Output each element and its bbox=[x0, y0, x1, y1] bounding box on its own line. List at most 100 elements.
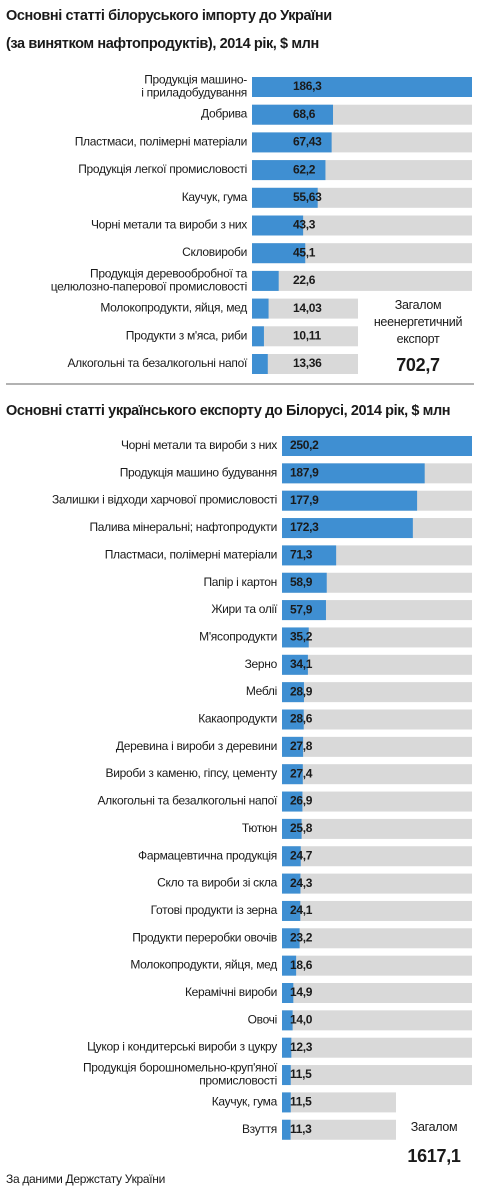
bar-track bbox=[282, 983, 472, 1003]
category-label: Вироби з каменю, гіпсу, цементу bbox=[105, 766, 277, 780]
value-label: 14,9 bbox=[290, 985, 313, 999]
category-label: Молокопродукти, яйця, мед bbox=[100, 301, 247, 315]
value-label: 25,8 bbox=[290, 821, 313, 835]
bar bbox=[252, 187, 318, 208]
bar bbox=[282, 518, 413, 539]
bar bbox=[282, 900, 301, 921]
value-label: 28,6 bbox=[290, 712, 313, 726]
bar bbox=[282, 682, 304, 703]
value-label: 35,2 bbox=[290, 630, 313, 644]
value-label: 34,1 bbox=[290, 657, 313, 671]
category-label: Продукція легкої промисловості bbox=[78, 162, 247, 176]
bar-track bbox=[282, 654, 472, 675]
bar bbox=[252, 326, 264, 347]
bar-track bbox=[282, 709, 472, 730]
value-label: 67,43 bbox=[293, 135, 322, 149]
category-label: Какаопродукти bbox=[198, 712, 277, 726]
bar bbox=[282, 983, 294, 1003]
value-label: 23,2 bbox=[290, 930, 313, 944]
category-label: Залишки і відходи харчової промисловості bbox=[52, 493, 277, 507]
category-label: Папір і картон bbox=[203, 575, 277, 589]
bar bbox=[252, 354, 268, 374]
category-label: М'ясопродукти bbox=[199, 630, 277, 644]
value-label: 27,4 bbox=[290, 766, 313, 780]
value-label: 11,3 bbox=[290, 1122, 312, 1136]
category-label: Зерно bbox=[245, 657, 278, 671]
value-label: 57,9 bbox=[290, 602, 313, 616]
bar-track bbox=[282, 1065, 472, 1086]
category-label: Взуття bbox=[242, 1122, 277, 1136]
bar bbox=[252, 215, 304, 236]
category-label: Продукція борошномельно-круп'яної промисл… bbox=[83, 1061, 278, 1088]
total-value: 1617,1 bbox=[407, 1146, 461, 1166]
total-label: Загалом неенергетичний експорт bbox=[374, 298, 463, 346]
value-label: 13,36 bbox=[293, 356, 322, 370]
source: За даними Держстату України bbox=[6, 1172, 165, 1186]
bar bbox=[282, 736, 304, 757]
bar-track bbox=[282, 818, 472, 839]
bar bbox=[282, 1037, 292, 1058]
bar bbox=[282, 1010, 293, 1031]
value-label: 71,3 bbox=[290, 548, 313, 562]
category-label: Продукція машино-і приладобудування bbox=[141, 73, 247, 100]
value-label: 24,1 bbox=[290, 903, 313, 917]
bar-track bbox=[282, 627, 472, 648]
value-label: 28,9 bbox=[290, 684, 313, 698]
category-label: Палива мінеральні; нафтопродукти bbox=[89, 520, 277, 534]
bar-track bbox=[282, 572, 472, 593]
bar bbox=[282, 873, 301, 894]
value-label: 250,2 bbox=[290, 438, 319, 452]
bar bbox=[282, 846, 301, 867]
bar-track bbox=[282, 1119, 396, 1140]
value-label: 18,6 bbox=[290, 958, 313, 972]
value-label: 68,6 bbox=[293, 107, 316, 121]
bar bbox=[252, 243, 306, 264]
category-label: Овочі bbox=[248, 1013, 277, 1027]
category-label: Каучук, гума bbox=[182, 190, 248, 204]
category-label: Каучук, гума bbox=[212, 1095, 278, 1109]
bar bbox=[252, 298, 269, 319]
bar bbox=[252, 77, 472, 97]
category-label: Чорні метали та вироби з них bbox=[121, 438, 277, 452]
value-label: 187,9 bbox=[290, 466, 319, 480]
bar-track bbox=[252, 298, 358, 319]
bar bbox=[282, 654, 308, 675]
category-label: Деревина і вироби з деревини bbox=[116, 739, 277, 753]
category-label: Фармацевтична продукція bbox=[138, 848, 277, 862]
value-label: 14,0 bbox=[290, 1013, 313, 1027]
bar-track bbox=[282, 1037, 472, 1058]
value-label: 10,11 bbox=[293, 328, 321, 342]
bar bbox=[282, 928, 300, 949]
category-label: Готові продукти із зерна bbox=[151, 903, 278, 917]
bar-track bbox=[252, 326, 358, 347]
total-label: Загалом bbox=[411, 1120, 458, 1134]
value-label: 177,9 bbox=[290, 493, 319, 507]
value-label: 62,2 bbox=[293, 162, 316, 176]
bar-track bbox=[282, 873, 472, 894]
bar bbox=[282, 709, 304, 730]
total-value: 702,7 bbox=[396, 355, 440, 375]
category-label: Алкогольні та безалкогольні напої bbox=[67, 356, 248, 370]
category-label: Меблі bbox=[246, 684, 277, 698]
category-label: Молокопродукти, яйця, мед bbox=[130, 958, 277, 972]
bar-track bbox=[282, 900, 472, 921]
value-label: 12,3 bbox=[290, 1040, 313, 1054]
value-label: 43,3 bbox=[293, 218, 316, 232]
category-label: Пластмаси, полімерні матеріали bbox=[105, 548, 277, 562]
bar-track bbox=[282, 1092, 396, 1113]
bar bbox=[282, 818, 302, 839]
value-label: 24,3 bbox=[290, 876, 313, 890]
bar-track bbox=[282, 1010, 472, 1031]
bar bbox=[282, 490, 418, 511]
bar bbox=[282, 1065, 291, 1086]
category-label: Продукти переробки овочів bbox=[132, 930, 277, 944]
bar bbox=[252, 104, 334, 125]
category-label: Скловироби bbox=[182, 245, 247, 259]
category-label: Чорні метали та вироби з них bbox=[91, 218, 247, 232]
bar bbox=[282, 545, 337, 566]
bar bbox=[252, 132, 332, 153]
value-label: 55,63 bbox=[293, 190, 322, 204]
bar-track bbox=[282, 791, 472, 812]
